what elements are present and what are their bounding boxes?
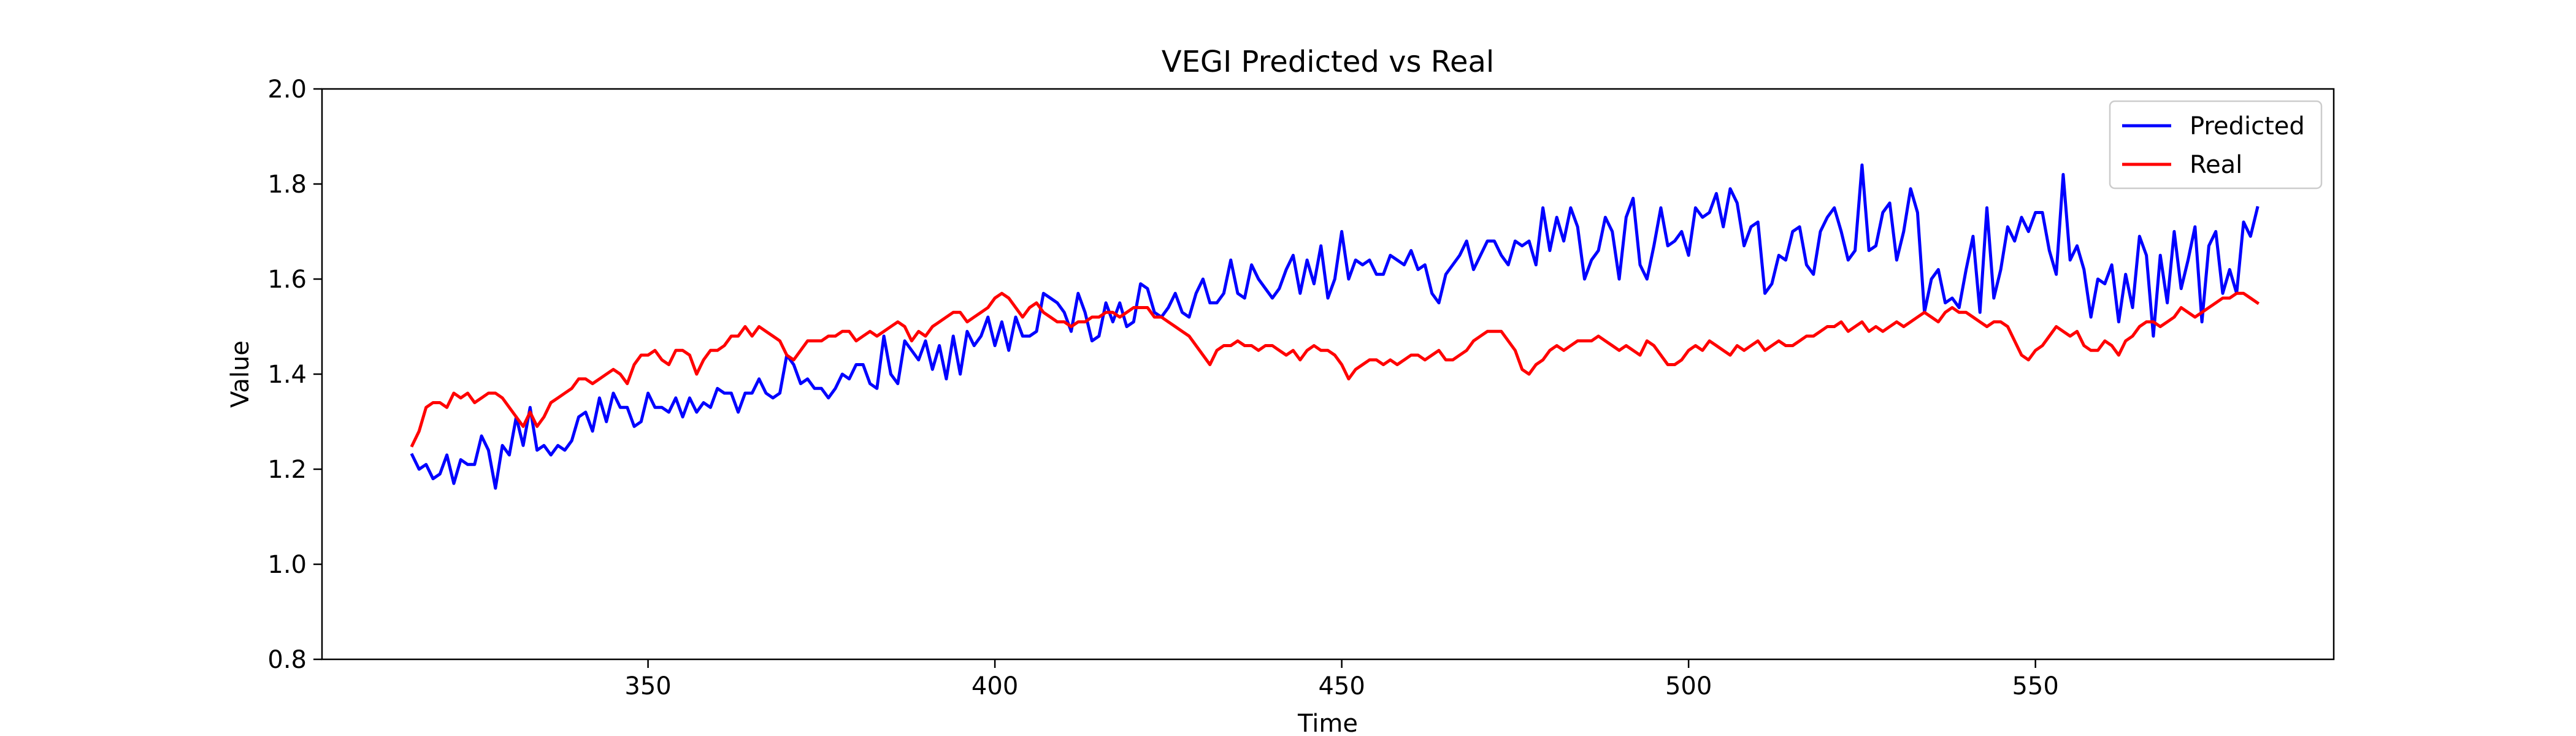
chart-title: VEGI Predicted vs Real [1162, 45, 1495, 79]
x-tick-label: 500 [1665, 672, 1712, 700]
y-tick-label: 0.8 [267, 646, 307, 674]
y-tick-label: 1.2 [267, 456, 307, 484]
y-axis: 0.8 1.0 1.2 1.4 1.6 1.8 2.0 [267, 75, 322, 674]
legend-label-predicted: Predicted [2190, 112, 2305, 140]
series-line-real [410, 291, 2260, 448]
legend-label-real: Real [2190, 151, 2242, 179]
y-tick-label: 1.4 [267, 361, 307, 389]
series-layer [410, 163, 2260, 490]
y-tick-label: 2.0 [267, 75, 307, 104]
x-axis: 350 400 450 500 550 [624, 659, 2059, 700]
y-tick-label: 1.6 [267, 266, 307, 294]
legend-box [2109, 100, 2323, 190]
y-axis-label: Value [226, 340, 255, 408]
x-tick-label: 550 [2012, 672, 2058, 700]
x-tick-label: 450 [1318, 672, 1365, 700]
series-line-predicted [410, 163, 2260, 490]
x-axis-label: Time [1297, 710, 1358, 736]
x-tick-label: 350 [624, 672, 671, 700]
y-tick-label: 1.8 [267, 171, 307, 199]
y-tick-label: 1.0 [267, 551, 307, 579]
x-tick-label: 400 [972, 672, 1018, 700]
legend: Predicted Real [2109, 100, 2323, 190]
